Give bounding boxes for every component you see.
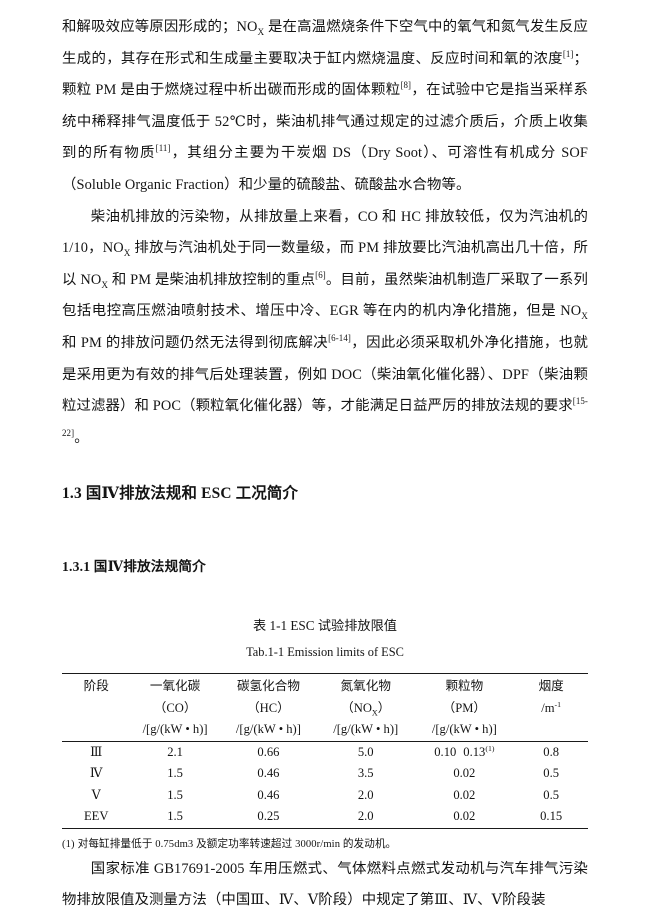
- cell-stage: EEV: [83, 809, 109, 824]
- cell-smoke: 0.5: [543, 787, 560, 802]
- footnote-marker: (1): [485, 743, 495, 753]
- column-unit-smoke: [514, 719, 588, 741]
- cell-nox: 3.5: [357, 766, 374, 781]
- table-header-row-names: 阶段 一氧化碳 碳氢化合物 氮氧化物 颗粒物 烟度: [62, 673, 588, 698]
- citation-marker: [6]: [315, 269, 326, 280]
- table-header: 阶段 一氧化碳 碳氢化合物 氮氧化物 颗粒物 烟度 （CO） （HC） （NOX…: [62, 673, 588, 742]
- column-header-pm: 颗粒物: [445, 679, 484, 694]
- nox-symbol-subscript: X: [371, 708, 378, 718]
- cell-smoke: 0.5: [543, 766, 560, 781]
- column-symbol-pm: （PM）: [442, 700, 487, 715]
- paragraph-national-standard: 国家标准 GB17691-2005 车用压燃式、气体燃料点燃式发动机与汽车排气污…: [62, 854, 588, 917]
- cell-pm: 0.02: [453, 809, 476, 824]
- paragraph-1-text-segment: ，其组分主要为干炭烟 DS（Dry Soot）、可溶性有机成分 SOF（Solu…: [62, 145, 588, 193]
- document-page: 和解吸效应等原因形成的；NOX 是在高温燃烧条件下空气中的氧气和氮气发生反应生成…: [62, 12, 588, 908]
- column-header-smoke: 烟度: [538, 679, 564, 694]
- paragraph-2-text-segment: 柴油机排放的污染物，从排放量上来看，CO 和 HC 排放较低，仅为汽油机的 1/…: [62, 208, 588, 257]
- cell-co: 1.5: [167, 787, 183, 802]
- cell-pm: 0.10 0.13(1): [414, 741, 514, 763]
- pm-alternate-value: 0.13: [463, 744, 486, 759]
- paragraph-1-text-segment: ，在试验中它是指当采样系统中稀释排气温度低于 52℃时，柴油机排气通过规定的过滤…: [62, 82, 589, 162]
- nox-subscript: X: [581, 311, 588, 322]
- table-caption-english: Tab.1-1 Emission limits of ESC: [246, 645, 404, 660]
- cell-hc: 0.46: [257, 766, 280, 781]
- cell-nox: 5.0: [357, 744, 374, 759]
- column-header-nox: 氮氧化物: [340, 679, 391, 694]
- paragraph-2-text-segment: 排放与汽油机处于同一数量级，而 PM 排放要比汽油机高出几十倍，所以 NO: [62, 240, 588, 288]
- nox-subscript: X: [101, 279, 109, 290]
- cell-hc: 0.25: [257, 809, 280, 824]
- paragraph-2-text-segment: 和 PM 是柴油机排放控制的重点: [108, 271, 316, 288]
- column-symbol-nox: （NOX）: [317, 698, 414, 720]
- paragraph-2-text-segment: ，因此必须采取机外净化措施，也就是采用更为有效的排气后处理装置，例如 DOC（柴…: [62, 334, 588, 415]
- column-unit-nox: /[g/(kW • h)]: [333, 722, 399, 737]
- cell-stage: Ⅳ: [89, 766, 103, 781]
- emission-limits-table: 阶段 一氧化碳 碳氢化合物 氮氧化物 颗粒物 烟度 （CO） （HC） （NOX…: [62, 673, 588, 829]
- pm-primary-value: 0.10: [434, 744, 457, 759]
- cell-co: 1.5: [167, 809, 183, 824]
- paragraph-1-text-segment: ；颗粒 PM 是由于燃烧过程中析出碳而形成的固体颗粒: [62, 50, 588, 99]
- footnote-number: (1): [62, 838, 75, 850]
- smoke-unit-exponent: -1: [554, 699, 562, 709]
- table-body: Ⅲ 2.1 0.66 5.0 0.10 0.13(1) 0.8 Ⅳ 1.5 0.4…: [62, 741, 588, 829]
- column-header-hc: 碳氢化合物: [236, 679, 300, 694]
- table-row: Ⅴ 1.5 0.46 2.0 0.02 0.5: [62, 785, 588, 807]
- column-unit-stage: [62, 719, 130, 741]
- column-unit-pm: /[g/(kW • h)]: [431, 722, 497, 737]
- nox-subscript: X: [123, 248, 131, 259]
- column-symbol-stage: [62, 698, 130, 720]
- section-heading-1-3: 1.3 国Ⅳ排放法规和 ESC 工况简介: [62, 485, 299, 503]
- citation-marker: [11]: [155, 143, 171, 154]
- cell-co: 1.5: [167, 766, 183, 781]
- cell-pm: 0.02: [453, 787, 476, 802]
- column-symbol-hc: （HC）: [247, 700, 290, 715]
- cell-nox: 2.0: [357, 809, 374, 824]
- citation-marker: [6-14]: [328, 333, 351, 344]
- column-unit-co: /[g/(kW • h)]: [142, 722, 208, 737]
- cell-smoke: 0.15: [540, 809, 563, 824]
- smoke-unit-prefix: /m: [541, 700, 555, 715]
- table-header-row-units: /[g/(kW • h)] /[g/(kW • h)] /[g/(kW • h)…: [62, 719, 588, 742]
- cell-pm: 0.02: [453, 766, 476, 781]
- column-symbol-co: （CO）: [153, 700, 197, 715]
- column-symbol-smoke: /m-1: [514, 698, 588, 720]
- cell-co: 2.1: [167, 744, 183, 759]
- table-header-row-symbols: （CO） （HC） （NOX） （PM） /m-1: [62, 698, 588, 720]
- table-caption-chinese: 表 1-1 ESC 试验排放限值: [253, 618, 397, 634]
- citation-marker: [8]: [400, 80, 412, 91]
- paragraph-pollutant-formation: 和解吸效应等原因形成的；NOX 是在高温燃烧条件下空气中的氧气和氮气发生反应生成…: [62, 12, 588, 202]
- cell-hc: 0.66: [257, 744, 280, 759]
- paragraph-2-text-segment: 。: [74, 429, 89, 446]
- table-row: Ⅳ 1.5 0.46 3.5 0.02 0.5: [62, 763, 588, 785]
- nox-subscript: X: [257, 26, 265, 37]
- cell-smoke: 0.8: [543, 744, 560, 759]
- paragraph-2-text-segment: 和 PM 的排放问题仍然无法得到彻底解决: [62, 334, 329, 351]
- column-header-stage: 阶段: [83, 679, 109, 694]
- paragraph-1-text-segment: 是在高温燃烧条件下空气中的氧气和氮气发生反应生成的，其存在形式和生成量主要取决于…: [62, 19, 588, 67]
- pm-dual-value: 0.10 0.13(1): [434, 742, 494, 764]
- column-header-co: 一氧化碳: [149, 679, 201, 694]
- citation-marker: [1]: [562, 48, 574, 59]
- paragraph-2-text-segment: 。目前，虽然柴油机制造厂采取了一系列包括电控高压燃油喷射技术、增压中冷、EGR …: [62, 271, 588, 320]
- column-unit-hc: /[g/(kW • h)]: [235, 722, 301, 737]
- nox-symbol-prefix: （NO: [341, 700, 372, 715]
- cell-nox: 2.0: [357, 787, 374, 802]
- subsection-heading-1-3-1: 1.3.1 国Ⅳ排放法规简介: [62, 559, 206, 575]
- paragraph-diesel-emissions: 柴油机排放的污染物，从排放量上来看，CO 和 HC 排放较低，仅为汽油机的 1/…: [62, 202, 588, 455]
- footnote-body: 对每缸排量低于 0.75dm3 及额定功率转速超过 3000r/min 的发动机…: [77, 838, 397, 850]
- cell-stage: Ⅴ: [91, 787, 101, 802]
- nox-symbol-suffix: ）: [377, 700, 391, 715]
- cell-hc: 0.46: [257, 787, 280, 802]
- citation-marker: [15-22]: [62, 396, 588, 438]
- cell-stage: Ⅲ: [90, 744, 103, 759]
- paragraph-3-text-segment: 国家标准 GB17691-2005 车用压燃式、气体燃料点燃式发动机与汽车排气污…: [62, 860, 588, 909]
- table-row: Ⅲ 2.1 0.66 5.0 0.10 0.13(1) 0.8: [62, 741, 588, 763]
- paragraph-1-text-segment: 和解吸效应等原因形成的；NO: [62, 19, 258, 35]
- table-row: EEV 1.5 0.25 2.0 0.02 0.15: [62, 806, 588, 829]
- table-footnote: (1) 对每缸排量低于 0.75dm3 及额定功率转速超过 3000r/min 的…: [62, 836, 588, 854]
